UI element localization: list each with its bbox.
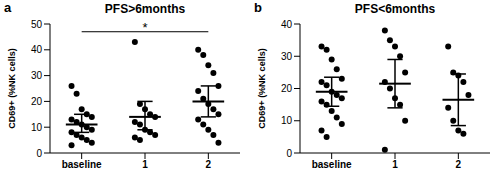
html-text:b: b (254, 0, 262, 15)
svg-text:CD69+ (%NK cells): CD69+ (%NK cells) (8, 48, 17, 128)
html-text:a: a (4, 0, 12, 15)
svg-text:1: 1 (142, 159, 148, 170)
svg-text:20: 20 (281, 83, 293, 94)
svg-text:10: 10 (31, 122, 43, 133)
svg-text:baseline: baseline (312, 159, 352, 170)
html-text:PFS<6months: PFS<6months (354, 2, 436, 16)
svg-text:40: 40 (281, 19, 293, 30)
svg-text:2: 2 (206, 159, 212, 170)
svg-text:50: 50 (31, 19, 43, 30)
svg-text:30: 30 (31, 70, 43, 81)
svg-text:2: 2 (456, 159, 462, 170)
svg-text:1: 1 (392, 159, 398, 170)
svg-text:baseline: baseline (62, 159, 102, 170)
svg-text:0: 0 (286, 148, 292, 159)
svg-text:0: 0 (36, 148, 42, 159)
svg-text:10: 10 (281, 115, 293, 126)
svg-text:*: * (142, 20, 147, 35)
svg-text:40: 40 (31, 44, 43, 55)
svg-text:20: 20 (31, 96, 43, 107)
svg-text:30: 30 (281, 51, 293, 62)
svg-text:CD69+ (%NK cells): CD69+ (%NK cells) (257, 48, 267, 128)
html-text:PFS>6months: PFS>6months (104, 2, 186, 16)
